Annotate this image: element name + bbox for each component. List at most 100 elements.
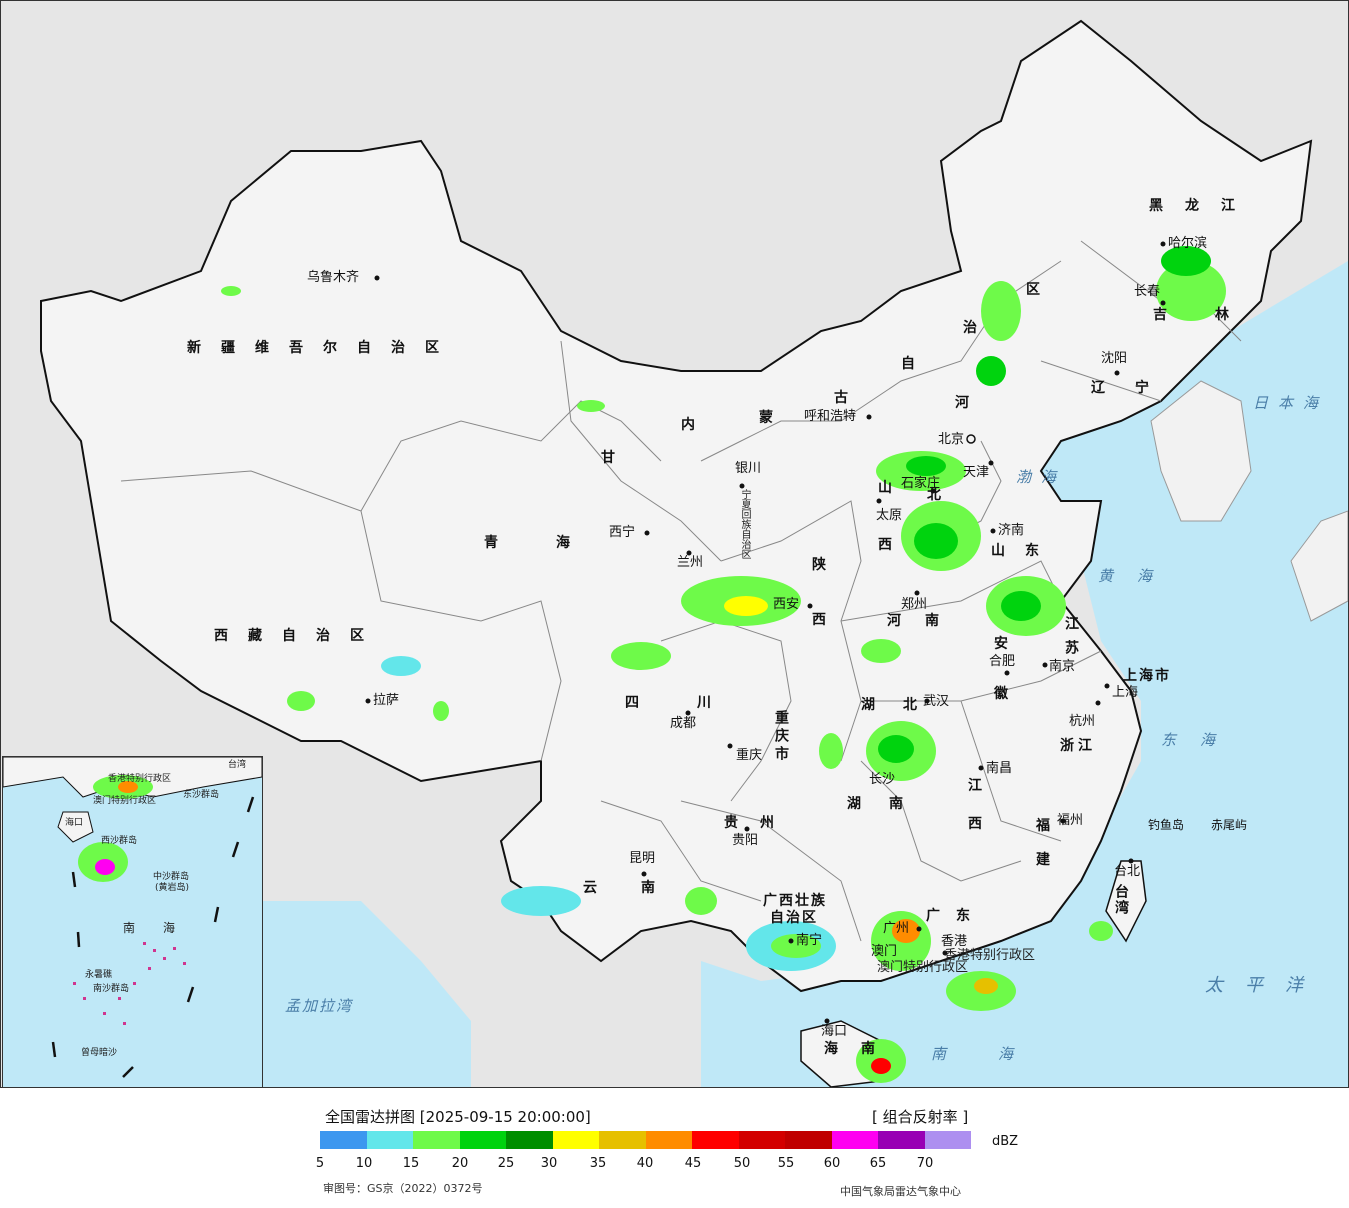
legend-tick: 70 xyxy=(916,1156,934,1171)
legend-swatch xyxy=(924,1131,971,1149)
inset-hongkong: 香港特别行政区 xyxy=(108,774,172,784)
province-heilongjiang: 黑龙江 xyxy=(1149,198,1257,214)
data-source: 中国气象局雷达气象中心 xyxy=(840,1185,961,1198)
legend-tick: 10 xyxy=(355,1156,373,1171)
city-jinan: 济南 xyxy=(998,523,1025,538)
city-markers xyxy=(365,241,1166,1024)
city-hongkong: 香港 xyxy=(941,934,968,949)
sea-south: 南海 xyxy=(931,1045,1066,1063)
city-guiyang: 贵阳 xyxy=(732,833,759,848)
legend-swatch xyxy=(552,1131,599,1149)
legend-swatch xyxy=(692,1131,739,1149)
region-macau: 澳门特别行政区 xyxy=(877,960,969,975)
province-borders xyxy=(120,240,1242,942)
province-shanghai: 上海市 xyxy=(1123,668,1171,684)
province-shanxi-1: 山 xyxy=(878,480,912,496)
sea-japan: 日本海 xyxy=(1253,394,1329,412)
inset-huangyan: (黄岩岛) xyxy=(155,883,190,893)
sea-yellow: 黄海 xyxy=(1098,567,1177,585)
province-shaanxi-2: 西 xyxy=(812,612,846,628)
province-qinghai: 青海 xyxy=(484,535,628,551)
island-chiwei: 赤尾屿 xyxy=(1211,818,1248,832)
province-guangdong-2: 东 xyxy=(956,908,990,924)
province-guangxi-2: 自治区 xyxy=(770,910,818,926)
province-jiangsu: 江苏 xyxy=(1063,616,1079,664)
legend-swatch xyxy=(785,1131,832,1149)
province-jilin: 吉林 xyxy=(1153,307,1277,323)
province-guangxi-1: 广西壮族 xyxy=(763,893,827,909)
inset-macau: 澳门特别行政区 xyxy=(93,796,157,806)
province-shaanxi-1: 陕 xyxy=(812,557,846,573)
legend-title: 全国雷达拼图 [2025-09-15 20:00:00] xyxy=(325,1108,591,1126)
korea xyxy=(1150,380,1252,522)
province-ningxia: 宁夏回族自治区 xyxy=(739,489,750,559)
product-label: [ 组合反射率 ] xyxy=(872,1108,969,1126)
bengal-sea xyxy=(261,901,471,1087)
legend-swatch xyxy=(459,1131,506,1149)
city-nanchang: 南昌 xyxy=(986,761,1013,776)
city-yinchuan: 银川 xyxy=(735,461,762,476)
province-yunnan-1: 云 xyxy=(583,880,617,896)
city-nanjing: 南京 xyxy=(1049,659,1076,674)
legend-swatch xyxy=(413,1131,460,1149)
city-haikou: 海口 xyxy=(821,1024,848,1039)
inset-nansha: 南沙群岛 xyxy=(93,984,130,994)
legend-swatch xyxy=(645,1131,692,1149)
city-shanghai: 上海 xyxy=(1112,685,1139,700)
legend-swatch xyxy=(831,1131,878,1149)
legend-tick: 40 xyxy=(636,1156,654,1171)
city-kunming: 昆明 xyxy=(629,851,656,866)
color-scale xyxy=(320,1131,971,1149)
legend-tick: 35 xyxy=(589,1156,607,1171)
province-neimeng-6: 区 xyxy=(1026,282,1060,298)
province-yunnan-2: 南 xyxy=(641,880,675,896)
city-shijiazhuang: 石家庄 xyxy=(901,476,941,491)
japan xyxy=(1290,510,1348,622)
south-china-sea-inset: 南 海 中沙群岛 (黄岩岛) 永暑礁 南沙群岛 曾母暗沙 香港特别行政区 澳门特… xyxy=(2,756,263,1087)
legend-swatch xyxy=(738,1131,785,1149)
province-fujian-1: 福 xyxy=(1036,818,1070,834)
region-hongkong: 香港特别行政区 xyxy=(944,948,1036,963)
approval-number: 审图号：GS京（2022）0372号 xyxy=(323,1182,483,1195)
province-chongqing: 重庆市 xyxy=(773,710,789,764)
legend-tick: 30 xyxy=(540,1156,558,1171)
city-macau: 澳门 xyxy=(871,944,898,959)
city-taiyuan: 太原 xyxy=(876,508,903,523)
legend-swatch xyxy=(599,1131,646,1149)
legend-swatch xyxy=(320,1131,367,1149)
province-shandong: 山东 xyxy=(991,543,1059,559)
legend-tick: 60 xyxy=(823,1156,841,1171)
city-taipei: 台北 xyxy=(1114,864,1141,879)
province-hainan-2: 南 xyxy=(861,1041,895,1057)
province-shanxi-2: 西 xyxy=(878,537,912,553)
city-harbin: 哈尔滨 xyxy=(1168,236,1208,251)
city-changchun: 长春 xyxy=(1134,284,1161,299)
province-fujian-2: 建 xyxy=(1036,852,1070,868)
radar-echoes xyxy=(221,246,1226,1083)
legend-tick: 25 xyxy=(497,1156,515,1171)
province-neimeng-1: 内 xyxy=(681,417,715,433)
province-gansu: 甘 xyxy=(601,450,635,466)
province-zhejiang: 浙江 xyxy=(1060,738,1096,754)
province-anhui-2: 徽 xyxy=(994,686,1028,702)
city-guangzhou: 广州 xyxy=(883,921,910,936)
island-diaoyu: 钓鱼岛 xyxy=(1148,818,1185,832)
legend-tick: 45 xyxy=(684,1156,702,1171)
province-hebei-2: 北 xyxy=(927,487,961,503)
city-chengdu: 成都 xyxy=(670,716,697,731)
city-lanzhou: 兰州 xyxy=(677,555,704,570)
province-liaoning: 辽宁 xyxy=(1091,380,1179,396)
city-hohhot: 呼和浩特 xyxy=(804,409,857,424)
city-xian: 西安 xyxy=(773,597,800,612)
province-hunan-2: 南 xyxy=(889,796,923,812)
city-urumqi: 乌鲁木齐 xyxy=(307,270,360,285)
city-tianjin: 天津 xyxy=(963,465,990,480)
inset-xisha: 西沙群岛 xyxy=(101,836,138,846)
province-taiwan: 台湾 xyxy=(1113,884,1129,916)
city-fuzhou: 福州 xyxy=(1057,813,1084,828)
province-neimeng-2: 蒙 xyxy=(759,410,793,426)
city-zhengzhou: 郑州 xyxy=(901,597,928,612)
province-neimeng-4: 自 xyxy=(901,356,935,372)
inset-yongshu: 永暑礁 xyxy=(85,970,113,980)
province-hunan-1: 湖 xyxy=(847,796,881,812)
